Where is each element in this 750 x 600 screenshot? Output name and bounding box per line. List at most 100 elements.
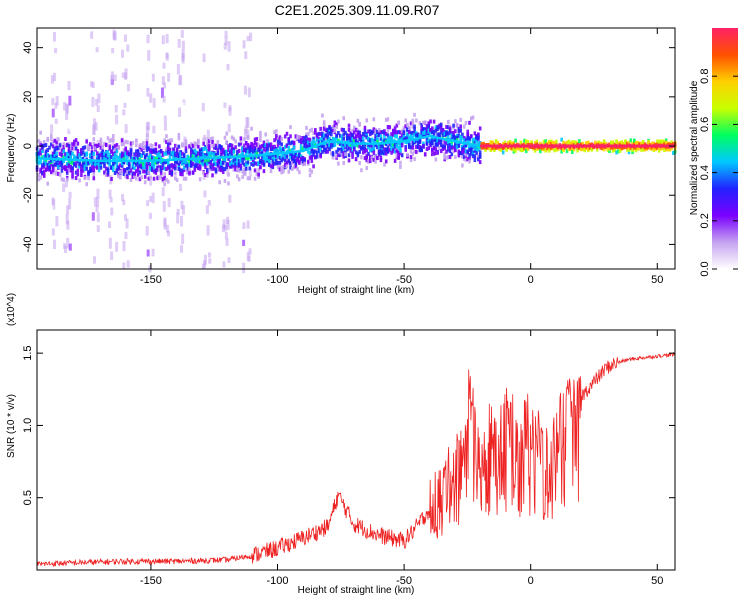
heatmap-cell bbox=[572, 147, 576, 152]
heatmap-cell bbox=[80, 173, 83, 178]
heatmap-cell bbox=[133, 174, 136, 179]
heatmap-cell bbox=[517, 146, 521, 151]
heatmap-cell bbox=[524, 149, 528, 154]
heatmap-cell bbox=[246, 176, 250, 181]
heatmap-cell bbox=[407, 144, 411, 149]
heatmap-cell bbox=[670, 140, 673, 145]
heatmap-cell bbox=[299, 143, 303, 148]
heatmap-cell bbox=[83, 152, 87, 157]
heatmap-cell bbox=[648, 146, 652, 151]
heatmap-cell bbox=[166, 139, 170, 144]
heatmap-cell bbox=[477, 141, 480, 146]
heatmap-cell bbox=[252, 149, 255, 154]
heatmap-cell bbox=[253, 161, 257, 166]
heatmap-cell bbox=[42, 164, 46, 169]
heatmap-cell bbox=[310, 146, 314, 151]
heatmap-cell bbox=[422, 144, 425, 149]
heatmap-cell bbox=[289, 148, 292, 153]
heatmap-cell bbox=[189, 147, 193, 152]
heatmap-cell bbox=[471, 154, 475, 159]
heatmap-cell bbox=[228, 143, 232, 148]
heatmap-cell bbox=[68, 198, 72, 210]
heatmap-cell bbox=[143, 162, 147, 167]
heatmap-cell bbox=[420, 126, 423, 131]
heatmap-cell bbox=[345, 147, 349, 152]
heatmap-cell bbox=[578, 139, 581, 144]
heatmap-cell bbox=[91, 96, 95, 107]
heatmap-cell bbox=[280, 142, 283, 147]
heatmap-cell bbox=[661, 139, 664, 144]
heatmap-cell bbox=[317, 131, 321, 136]
heatmap-cell bbox=[363, 145, 367, 150]
heatmap-cell bbox=[427, 124, 431, 129]
heatmap-cell bbox=[112, 156, 115, 161]
heatmap-cell bbox=[273, 147, 276, 152]
heatmap-cell bbox=[521, 147, 524, 152]
x-tick-label: -50 bbox=[396, 274, 412, 286]
heatmap-cell bbox=[101, 149, 104, 154]
heatmap-cell bbox=[482, 142, 485, 147]
heatmap-cell bbox=[41, 165, 44, 170]
heatmap-cell bbox=[434, 138, 438, 143]
heatmap-cell bbox=[252, 143, 255, 148]
heatmap-cell bbox=[454, 136, 457, 141]
heatmap-cell bbox=[135, 143, 138, 148]
heatmap-cell bbox=[149, 196, 153, 202]
heatmap-cell bbox=[108, 144, 112, 149]
heatmap-cell bbox=[106, 170, 110, 175]
heatmap-cell bbox=[411, 142, 415, 147]
heatmap-cell bbox=[191, 161, 195, 166]
heatmap-cell bbox=[103, 141, 106, 146]
heatmap-cell bbox=[166, 161, 170, 166]
heatmap-cell bbox=[361, 144, 365, 149]
heatmap-cell bbox=[282, 152, 285, 157]
x-tick-label: -100 bbox=[267, 274, 289, 286]
heatmap-cell bbox=[443, 152, 447, 157]
heatmap-cell bbox=[243, 147, 246, 152]
heatmap-cell bbox=[404, 145, 408, 150]
heatmap-cell bbox=[115, 146, 119, 151]
heatmap-cell bbox=[120, 142, 124, 147]
heatmap-cell bbox=[278, 164, 282, 169]
heatmap-cell bbox=[252, 158, 255, 163]
spectrogram-frame bbox=[36, 27, 676, 270]
x-tick-label: 0 bbox=[528, 274, 534, 286]
heatmap-cell bbox=[209, 165, 213, 170]
heatmap-cell bbox=[260, 151, 264, 156]
heatmap-cell bbox=[363, 156, 367, 161]
heatmap-cell bbox=[241, 146, 244, 151]
heatmap-cell bbox=[289, 134, 292, 139]
heatmap-cell bbox=[248, 167, 252, 177]
heatmap-cell bbox=[223, 178, 227, 183]
heatmap-cell bbox=[131, 160, 135, 165]
heatmap-cell bbox=[204, 158, 207, 163]
heatmap-cell bbox=[44, 161, 48, 166]
heatmap-cell bbox=[326, 144, 330, 149]
heatmap-cell bbox=[150, 162, 154, 167]
heatmap-cell bbox=[133, 166, 136, 171]
colorbar-tick-label: 0.8 bbox=[699, 69, 711, 84]
heatmap-cell bbox=[597, 140, 601, 145]
heatmap-cell bbox=[181, 233, 185, 245]
heatmap-cell bbox=[246, 251, 250, 261]
heatmap-cell bbox=[416, 140, 420, 145]
heatmap-cell bbox=[172, 165, 175, 170]
heatmap-cell bbox=[49, 142, 53, 147]
heatmap-cell bbox=[260, 160, 264, 165]
heatmap-cell bbox=[129, 150, 133, 155]
heatmap-cell bbox=[585, 141, 588, 146]
heatmap-cell bbox=[184, 176, 188, 181]
heatmap-cell bbox=[404, 124, 408, 129]
heatmap-cell bbox=[393, 158, 397, 163]
colorbar-tick-label: 0.0 bbox=[699, 261, 711, 276]
heatmap-cell bbox=[319, 126, 322, 131]
heatmap-cell bbox=[227, 41, 231, 52]
heatmap-cell bbox=[633, 145, 636, 150]
heatmap-cell bbox=[213, 159, 216, 164]
heatmap-cell bbox=[264, 146, 268, 151]
heatmap-cell bbox=[276, 165, 280, 170]
heatmap-cell bbox=[156, 167, 159, 172]
heatmap-cell bbox=[62, 165, 65, 170]
heatmap-cell bbox=[386, 117, 390, 122]
heatmap-cell bbox=[248, 176, 252, 181]
